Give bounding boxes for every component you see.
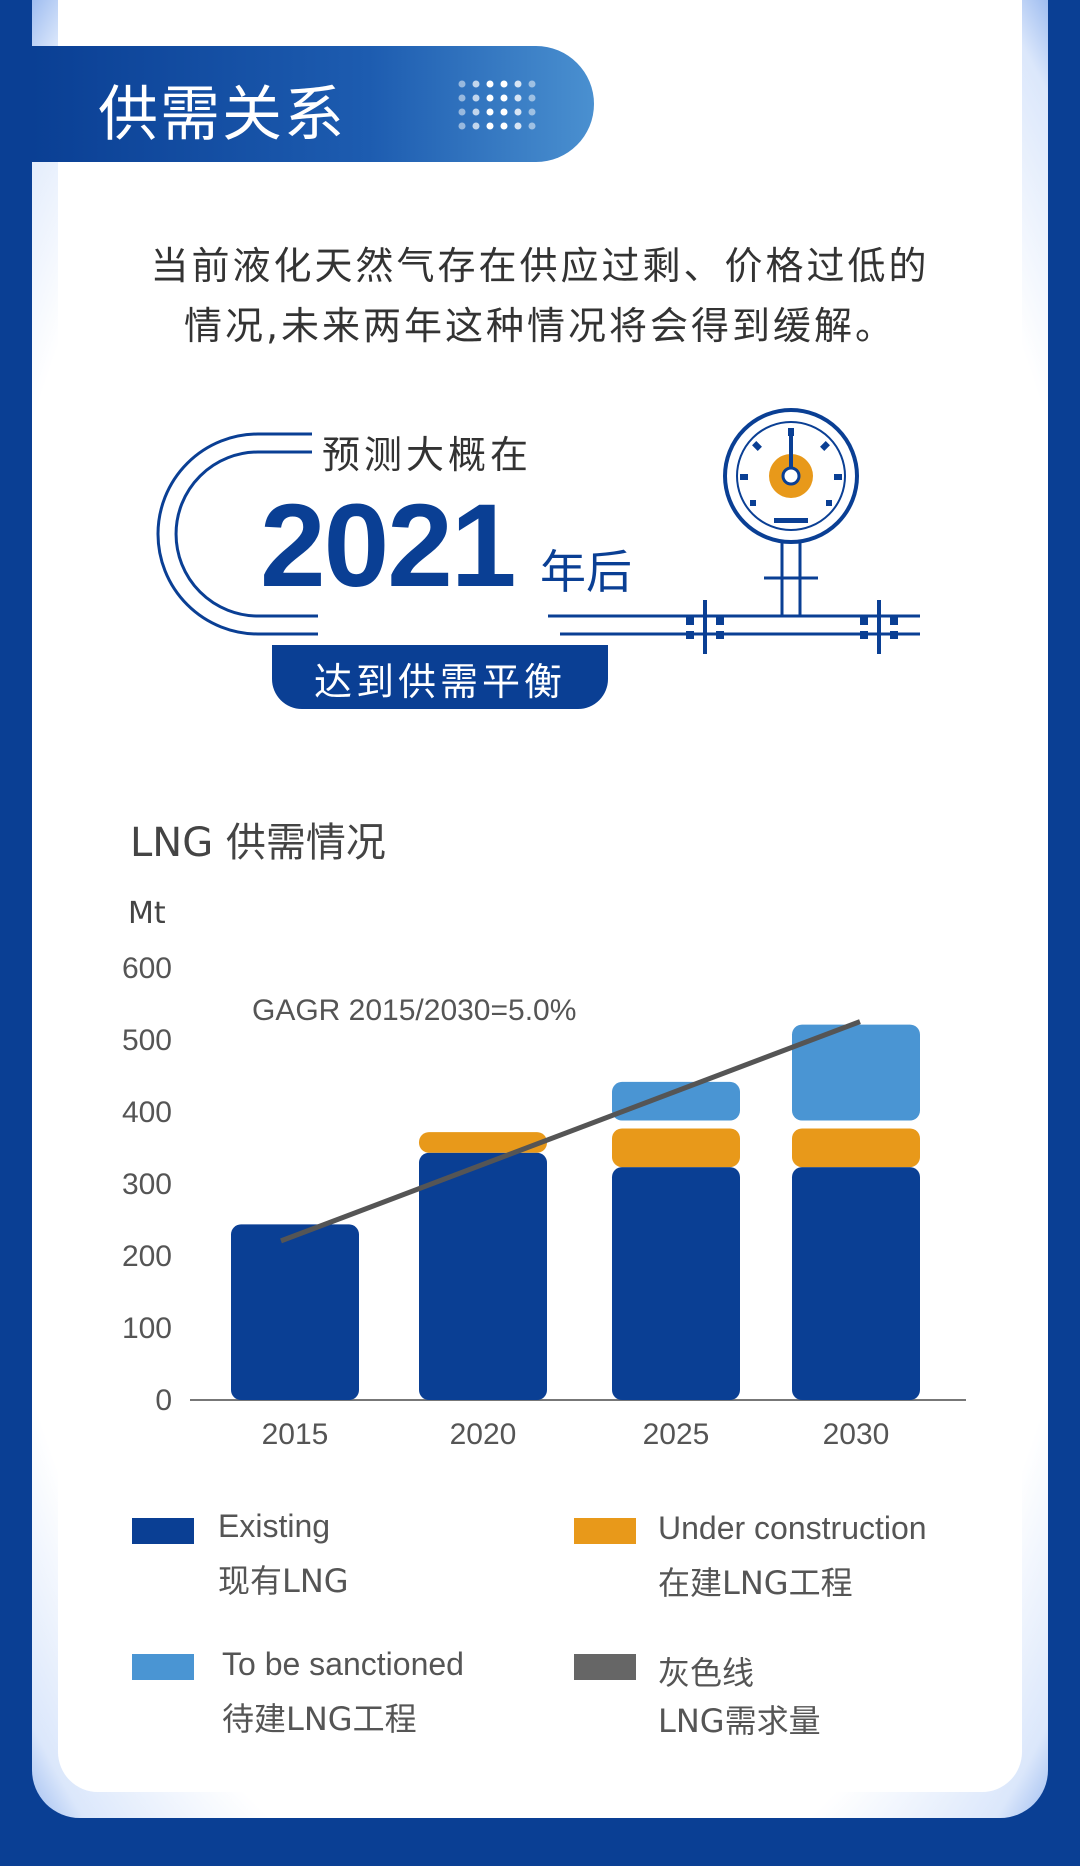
x-tick-label: 2020 [449, 1418, 517, 1451]
y-tick-label: 600 [121, 952, 172, 985]
forecast-year-suffix: 年后 [540, 545, 632, 599]
y-tick-label: 400 [121, 1096, 172, 1129]
legend-sublabel-existing: 现有LNG [218, 1562, 349, 1600]
content-card-inner [58, 0, 1022, 1792]
content-card [32, 0, 1048, 1818]
forecast-prefix: 预测大概在 [322, 433, 533, 477]
intro-line-1: 当前液化天然气存在供应过剩、价格过低的 [150, 244, 930, 288]
x-tick-label: 2015 [261, 1418, 329, 1451]
legend-swatch-to-be-sanctioned [132, 1654, 194, 1680]
legend-sublabel-demand: LNG需求量 [658, 1702, 821, 1740]
x-tick-label: 2025 [642, 1418, 710, 1451]
legend-swatch-under-construction [574, 1518, 636, 1544]
pipeline-graphic [156, 408, 920, 654]
y-tick-label: 0 [155, 1384, 172, 1417]
growth-annotation: GAGR 2015/2030=5.0% [252, 994, 577, 1027]
y-tick-label: 100 [121, 1312, 172, 1345]
y-tick-label: 500 [121, 1024, 172, 1057]
section-header [32, 46, 594, 162]
legend-swatch-existing [132, 1518, 194, 1544]
intro-line-2: 情况,未来两年这种情况将会得到缓解。 [183, 304, 897, 348]
y-tick-label: 300 [121, 1168, 172, 1201]
y-tick-label: 200 [121, 1240, 172, 1273]
legend-sublabel-under-construction: 在建LNG工程 [658, 1564, 853, 1602]
legend-label-demand: 灰色线 [658, 1655, 755, 1691]
dots-decoration-icon [458, 80, 536, 130]
section-title: 供需关系 [98, 80, 346, 150]
legend-sublabel-to-be-sanctioned: 待建LNG工程 [222, 1700, 417, 1738]
gauge-icon [723, 408, 859, 544]
legend-label-existing: Existing [218, 1508, 331, 1544]
legend-swatch-demand [574, 1654, 636, 1680]
balance-badge-label: 达到供需平衡 [313, 660, 566, 704]
legend-label-under-construction: Under construction [658, 1510, 927, 1546]
forecast-year: 2021 [260, 480, 517, 612]
y-axis-unit: Mt [128, 896, 166, 931]
balance-badge [272, 645, 608, 709]
chart-title: LNG 供需情况 [130, 820, 386, 866]
x-tick-label: 2030 [822, 1418, 890, 1451]
legend-label-to-be-sanctioned: To be sanctioned [222, 1646, 464, 1682]
